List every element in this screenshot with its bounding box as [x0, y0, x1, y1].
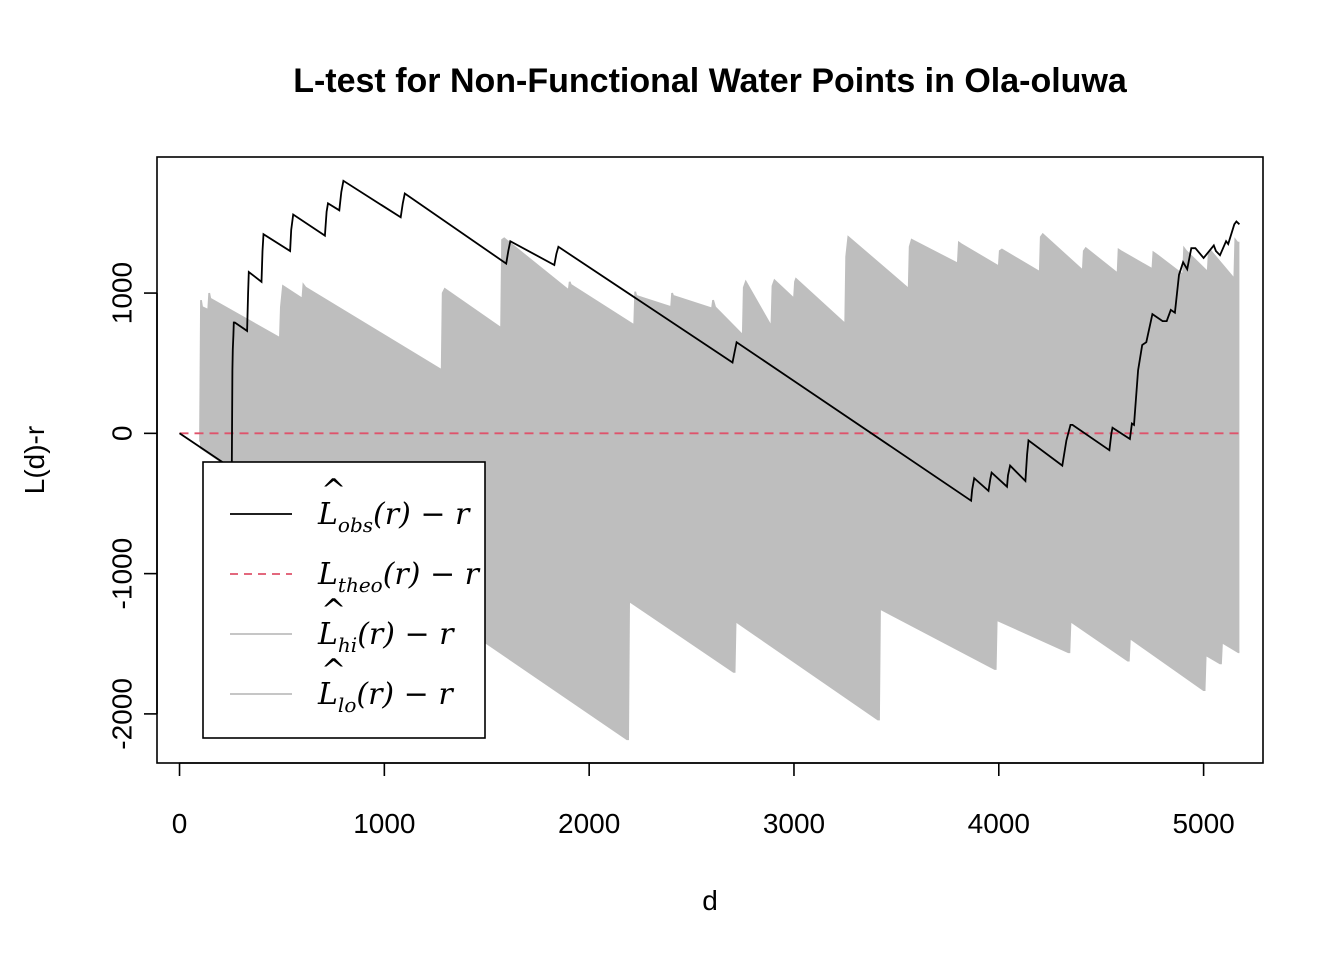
legend-box: [202, 461, 486, 739]
x-tick-label: 4000: [968, 808, 1030, 839]
series-hi-line: [199, 232, 1240, 442]
chart-title: L-test for Non-Functional Water Points i…: [293, 62, 1128, 100]
y-tick-label: 0: [106, 426, 137, 442]
y-tick-label: 1000: [106, 262, 137, 324]
legend-label-lo: Llo(r) − r: [317, 677, 454, 717]
x-tick-label: 5000: [1172, 808, 1234, 839]
x-axis-label: d: [702, 885, 718, 916]
x-tick-label: 3000: [763, 808, 825, 839]
legend-hat-hi: ^: [321, 593, 346, 628]
legend-label-hi: Lhi(r) − r: [317, 617, 455, 657]
x-tick-label: 1000: [353, 808, 415, 839]
x-tick-label: 2000: [558, 808, 620, 839]
y-tick-label: -1000: [106, 538, 137, 610]
legend-hat-obs: ^: [321, 473, 346, 508]
x-tick-label: 0: [172, 808, 188, 839]
series-lo-line: [199, 446, 1240, 741]
legend-label-obs: Lobs(r) − r: [317, 497, 471, 537]
legend-label-theo: Ltheo(r) − r: [317, 557, 481, 597]
x-axis: 0 1000 2000 3000 4000 5000: [172, 762, 1235, 839]
y-axis-label: L(d)-r: [19, 426, 50, 494]
y-tick-label: -2000: [106, 678, 137, 750]
series-obs-line: [178, 179, 1241, 503]
y-axis: -2000 -1000 0 1000: [106, 262, 158, 750]
legend-hat-lo: ^: [321, 653, 346, 688]
